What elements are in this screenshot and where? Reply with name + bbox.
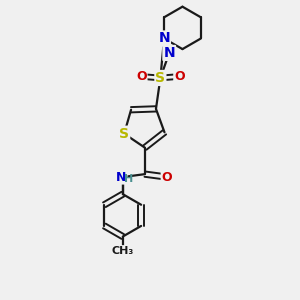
Text: N: N [116,171,127,184]
Text: S: S [119,127,129,141]
Text: O: O [174,70,185,83]
Text: S: S [155,71,165,85]
Text: O: O [162,171,172,184]
Text: H: H [124,173,133,184]
Text: O: O [136,70,147,83]
Text: N: N [158,32,170,46]
Text: N: N [164,46,175,60]
Text: CH₃: CH₃ [112,246,134,256]
